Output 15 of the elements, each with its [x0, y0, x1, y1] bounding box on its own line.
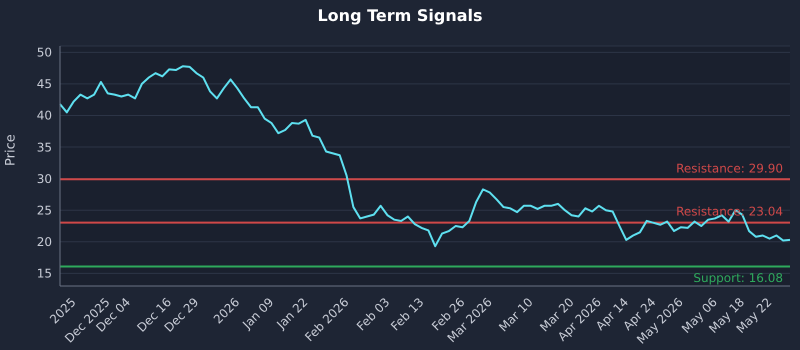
y-tick-label: 45 [36, 77, 52, 92]
ref-line-label: Resistance: 29.90 [676, 161, 783, 176]
chart-title: Long Term Signals [316, 5, 484, 27]
line-series [59, 65, 791, 248]
y-tick-label: 50 [36, 46, 52, 60]
y-tick-label: 40 [36, 108, 52, 123]
x-tick-label: Mar 10 [496, 295, 536, 334]
y-tick-label: 30 [36, 172, 52, 186]
y-axis-title: Price [4, 134, 19, 166]
ref-line-label: Support: 16.08 [693, 271, 783, 286]
x-tick-label: Feb 13 [388, 295, 427, 334]
y-tick-label: 20 [36, 235, 52, 250]
y-tick-label: 35 [36, 140, 52, 154]
y-tick-label: 25 [36, 203, 52, 218]
y-tick-label: 15 [36, 266, 52, 281]
